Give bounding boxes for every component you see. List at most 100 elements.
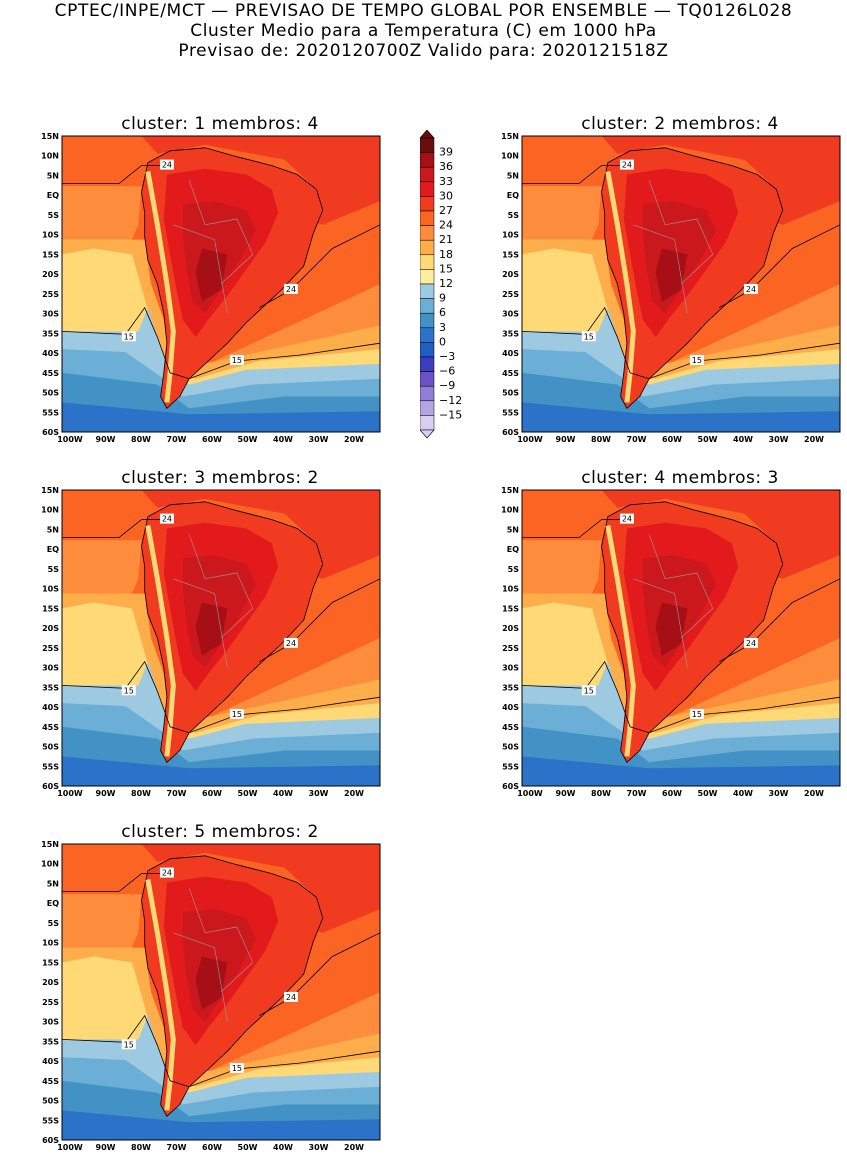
lon-tick-label: 80W xyxy=(591,435,611,444)
contour-label-bg xyxy=(229,708,244,719)
lat-tick-label: 45S xyxy=(42,369,59,378)
panel-title: cluster: 1 membros: 4 xyxy=(121,114,319,134)
contour-label: 15 xyxy=(232,356,242,365)
contour-label-bg xyxy=(581,331,596,342)
lon-tick-label: 80W xyxy=(131,435,151,444)
contour-label-bg xyxy=(121,331,136,342)
contour-label: 24 xyxy=(162,515,172,524)
lat-tick-label: 35S xyxy=(42,1037,59,1046)
contour-label-bg xyxy=(619,159,634,170)
lat-tick-label: 45S xyxy=(502,369,519,378)
lat-tick-label: 25S xyxy=(502,644,519,653)
lat-tick-label: 60S xyxy=(502,428,519,437)
temperature-map: 15N 10N 5N EQ 5S 10S 15S 20S 25S 30S 35S 40S 45S 50S 5… xyxy=(41,132,381,444)
colorbar-swatch xyxy=(419,400,435,416)
map-panel-cluster-4: cluster: 4 membros: 3 15N 10N 5N EQ 5S 10S 15S 2… xyxy=(460,464,847,814)
lat-tick-label: 5S xyxy=(508,211,520,220)
lat-tick-label: 45S xyxy=(42,723,59,732)
lat-tick-label: 50S xyxy=(502,389,519,398)
colorbar-label: 30 xyxy=(439,189,453,202)
lon-tick-label: 30W xyxy=(309,789,329,798)
lat-tick-label: 20S xyxy=(502,624,519,633)
colorbar-arrow-bottom xyxy=(419,429,435,439)
lat-tick-label: 15N xyxy=(41,840,59,849)
lon-tick-label: 30W xyxy=(309,435,329,444)
lon-tick-label: 40W xyxy=(273,435,293,444)
temperature-map: 15N 10N 5N EQ 5S 10S 15S 20S 25S 30S 35S 40S 45S 50S 5… xyxy=(501,132,841,444)
lat-tick-label: 60S xyxy=(42,1136,59,1145)
colorbar-label: 27 xyxy=(439,204,453,217)
lon-tick-label: 60W xyxy=(662,435,682,444)
lat-tick-label: 20S xyxy=(42,624,59,633)
colorbar-swatch xyxy=(419,196,435,212)
lon-tick-label: 70W xyxy=(627,789,647,798)
contour-label: 24 xyxy=(746,285,756,294)
lon-tick-label: 60W xyxy=(662,789,682,798)
lon-tick-label: 40W xyxy=(733,435,753,444)
temperature-map: 15N 10N 5N EQ 5S 10S 15S 20S 25S 30S 35S 40S 45S 50S 5… xyxy=(41,840,381,1152)
map-panel-cluster-5: cluster: 5 membros: 2 15N 10N 5N EQ 5S 10S 15S 2… xyxy=(0,818,400,1168)
lat-tick-label: 55S xyxy=(502,762,519,771)
panel-title: cluster: 4 membros: 3 xyxy=(581,468,779,488)
contour-label: 24 xyxy=(622,161,632,170)
lat-tick-label: 40S xyxy=(42,349,59,358)
contour-label: 15 xyxy=(232,710,242,719)
colorbar-swatch xyxy=(419,181,435,197)
lat-tick-label: 15S xyxy=(42,604,59,613)
lon-tick-label: 50W xyxy=(238,435,258,444)
lon-tick-label: 90W xyxy=(556,789,576,798)
lat-tick-label: 45S xyxy=(42,1077,59,1086)
lat-tick-label: 15N xyxy=(501,486,519,495)
colorbar-label: 12 xyxy=(439,277,453,290)
contour-label-bg xyxy=(229,354,244,365)
lat-tick-label: EQ xyxy=(47,191,59,200)
colorbar: 39 36 33 30 27 24 21 18 15 12 9 6 3 0 −3 −6 −9 −12 −15 xyxy=(419,129,480,450)
header-line-2: Cluster Medio para a Temperatura (C) em … xyxy=(190,21,657,41)
contour-label-bg xyxy=(159,867,174,878)
lat-tick-label: EQ xyxy=(47,899,59,908)
lon-tick-label: 30W xyxy=(769,435,789,444)
lon-tick-label: 60W xyxy=(202,1143,222,1152)
colorbar-label: −6 xyxy=(439,365,455,378)
lon-tick-label: 60W xyxy=(202,789,222,798)
colorbar-swatch xyxy=(419,152,435,168)
lon-tick-label: 100W xyxy=(57,435,83,444)
lon-tick-label: 40W xyxy=(273,789,293,798)
colorbar-swatch xyxy=(419,371,435,387)
contour-label: 15 xyxy=(584,686,594,695)
contour-label: 15 xyxy=(232,1064,242,1073)
colorbar-swatch xyxy=(419,342,435,358)
contour-label-bg xyxy=(121,685,136,696)
lon-tick-label: 50W xyxy=(698,789,718,798)
lat-tick-label: 25S xyxy=(42,290,59,299)
contour-label: 24 xyxy=(746,639,756,648)
contour-label-bg xyxy=(283,991,298,1002)
lon-tick-label: 90W xyxy=(556,435,576,444)
lat-tick-label: 15S xyxy=(42,250,59,259)
colorbar-swatch xyxy=(419,298,435,314)
colorbar-label: 33 xyxy=(439,175,453,188)
colorbar-swatch xyxy=(419,239,435,256)
lat-tick-label: 50S xyxy=(42,743,59,752)
colorbar-swatch xyxy=(419,327,435,343)
colorbar-label: 9 xyxy=(439,292,446,305)
colorbar-label: 36 xyxy=(439,160,453,173)
colorbar-label: −3 xyxy=(439,350,455,363)
lon-tick-label: 90W xyxy=(96,435,116,444)
colorbar-label: 3 xyxy=(439,321,446,334)
map-panel-cluster-1: cluster: 1 membros: 4 15N 10N 5N EQ 5S 10S 15S 2… xyxy=(0,110,400,460)
lat-tick-label: 5S xyxy=(48,211,60,220)
lat-tick-label: 35S xyxy=(502,329,519,338)
contour-label: 24 xyxy=(286,285,296,294)
lon-tick-label: 70W xyxy=(167,1143,187,1152)
lon-tick-label: 100W xyxy=(517,789,543,798)
lat-tick-label: 5S xyxy=(508,565,520,574)
colorbar-swatch xyxy=(419,225,435,241)
lat-tick-label: 10N xyxy=(501,506,519,515)
lat-tick-label: 25S xyxy=(42,644,59,653)
lat-tick-label: 10S xyxy=(42,231,59,240)
lat-tick-label: EQ xyxy=(47,545,59,554)
colorbar-label: 24 xyxy=(439,219,453,232)
colorbar-label: 15 xyxy=(439,262,453,275)
